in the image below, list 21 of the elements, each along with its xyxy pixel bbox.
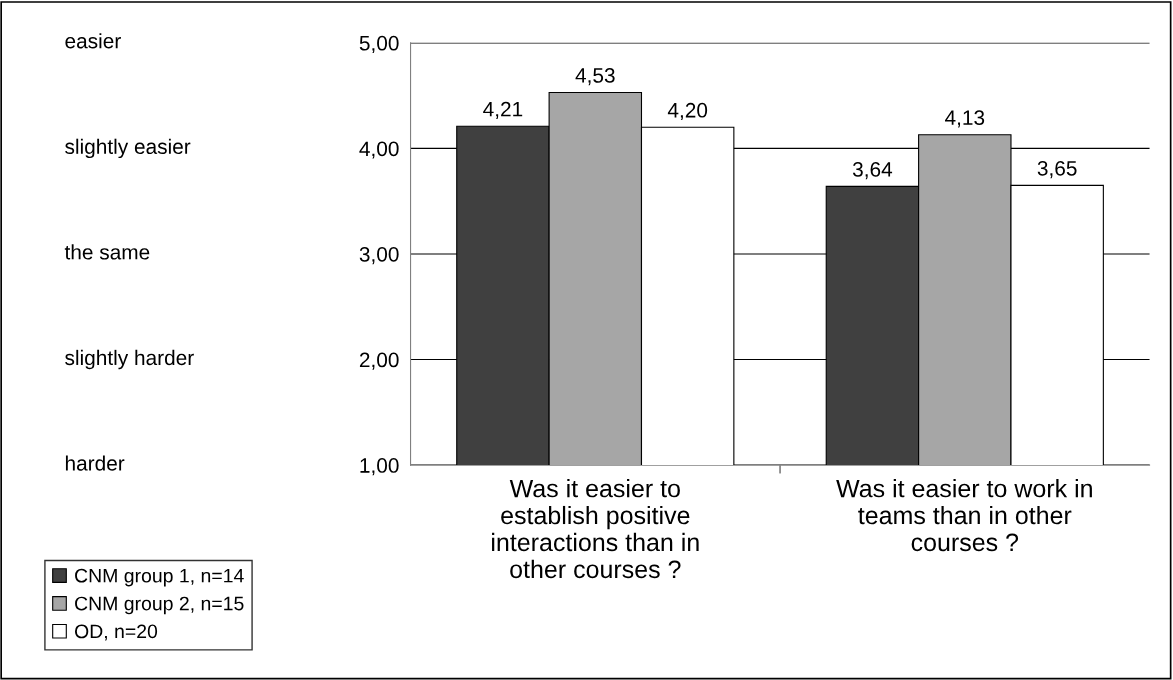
text: slightly harder [65,349,194,370]
text: the same [64,244,150,260]
y-tick-label: 3,00 [359,246,399,265]
legend-label: CNM group 2, n=15 [75,596,244,615]
y-tick-label: 1,00 [360,458,399,476]
data-label: 3,65 [1037,160,1077,179]
x-tick-label: Was it easier to establish positive interactions than in other courses ? [492,479,699,579]
legend-label: OD, n=20 [75,624,158,641]
data-label: 4,20 [667,102,708,121]
data-label: 4,53 [575,68,615,86]
data-label: 4,13 [945,110,985,128]
legend-label: CNM group 1, n=14 [75,568,244,587]
text: harder [65,455,125,471]
data-label: 3,64 [852,161,893,180]
text: slightly easier [65,138,191,159]
y-tick-label: 5,00 [359,35,399,54]
x-tick-label: Was it easier to work in teams than in other courses ? [836,479,1092,552]
data-label: 4,21 [483,101,523,120]
y-tick-label: 2,00 [359,352,399,370]
y-tick-label: 4,00 [359,141,399,159]
text: easier [65,33,121,49]
